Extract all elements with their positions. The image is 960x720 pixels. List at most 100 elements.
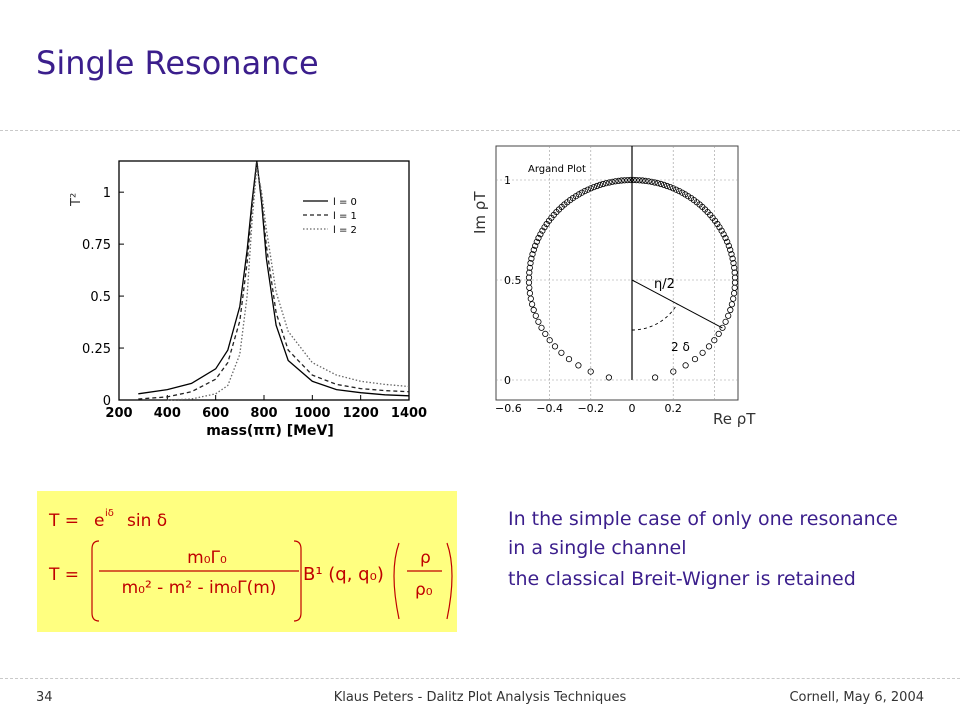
argand-point <box>676 187 683 195</box>
formula-rho0: ρ₀ <box>415 580 433 600</box>
argand-point <box>731 279 739 286</box>
argand-point <box>727 306 734 314</box>
argand-point <box>727 246 734 254</box>
argand-point <box>526 264 533 271</box>
chart2-xtick-label: −0.4 <box>536 402 563 415</box>
argand-point <box>715 330 722 337</box>
argand-point <box>725 312 732 319</box>
chart2-xtick-label: −0.2 <box>577 402 604 415</box>
argand-point <box>639 177 646 184</box>
chart2-frame <box>495 145 739 401</box>
chart1-xtick-label: 400 <box>154 406 181 421</box>
argand-angle-arc <box>631 303 678 331</box>
argand-point <box>729 255 736 262</box>
formula-denominator: m₀² - m² - im₀Γ(m) <box>122 578 277 598</box>
argand-point <box>526 290 534 297</box>
argand-point <box>572 193 580 200</box>
chart1-xtick-label: 200 <box>105 406 132 421</box>
argand-point <box>724 238 731 245</box>
argand-point <box>530 246 537 254</box>
left-paren-big <box>393 542 400 620</box>
argand-point <box>730 295 737 302</box>
argand-point <box>605 374 612 381</box>
chart2-ytick-label: 1 <box>504 174 511 187</box>
argand-point <box>627 176 634 184</box>
argand-point <box>609 178 616 185</box>
chart1-ytick-label: 1 <box>103 186 111 201</box>
argand-point <box>538 324 545 331</box>
formula-line1-exp: iδ <box>105 508 114 519</box>
chart1-series-line <box>167 167 410 401</box>
argand-point <box>528 301 536 308</box>
chart1-xtick-label: 1000 <box>294 406 330 421</box>
argand-point <box>527 295 534 302</box>
chart1-series-line <box>138 160 410 397</box>
argand-point <box>542 330 549 337</box>
chart2-ytick-label: 0.5 <box>504 274 522 287</box>
argand-point <box>612 178 619 185</box>
argand-point <box>730 260 737 267</box>
argand-point <box>587 368 594 375</box>
argand-title: Argand Plot <box>528 164 586 175</box>
argand-point <box>530 306 537 314</box>
chart1-xlabel: mass(ππ) [MeV] <box>206 423 334 439</box>
argand-point <box>699 349 706 356</box>
chart1-xtick-label: 1200 <box>343 406 379 421</box>
description-text-2: the classical Breit-Wigner is retained <box>508 568 856 590</box>
formula-line1-e: e <box>94 511 104 531</box>
argand-point <box>720 231 727 238</box>
argand-point <box>652 374 659 381</box>
argand-point <box>679 189 686 196</box>
argand-point <box>730 290 738 297</box>
argand-point <box>645 178 652 185</box>
footer-date: Cornell, May 6, 2004 <box>789 690 924 705</box>
argand-point <box>633 176 640 184</box>
argand-point <box>535 318 542 325</box>
argand-point <box>584 186 591 193</box>
argand-point <box>642 177 649 185</box>
formula-line1-lhs: T = <box>48 511 79 531</box>
chart1-ylabel: T² <box>69 193 84 207</box>
chart1-ytick-label: 0.25 <box>82 342 111 357</box>
argand-point <box>525 274 533 281</box>
argand-point <box>711 337 718 344</box>
chart1-frame <box>118 160 410 401</box>
argand-point <box>660 181 668 189</box>
footer-title: Klaus Peters - Dalitz Plot Analysis Tech… <box>333 690 627 705</box>
argand-point <box>722 234 729 242</box>
bottom-divider <box>0 678 960 679</box>
argand-point <box>728 301 735 308</box>
right-bracket <box>293 540 302 622</box>
slide-number: 34 <box>36 690 53 705</box>
argand-point <box>590 183 598 191</box>
argand-point <box>716 224 723 231</box>
t-squared-chart: 200 400 600 800 1000 1200 1400 0 0.25 0.5 0.75 1 l … <box>69 160 427 439</box>
argand-point <box>731 274 739 281</box>
argand-point <box>657 180 664 188</box>
formula-line1-sin: sin δ <box>127 511 167 531</box>
argand-point <box>667 183 674 191</box>
argand-point <box>529 251 536 258</box>
chart2-xtick-label: −0.6 <box>495 402 522 415</box>
chart1-xtick-label: 1400 <box>391 406 427 421</box>
annotation-two-delta: 2 δ <box>671 340 690 354</box>
argand-point <box>575 362 582 369</box>
argand-point <box>615 177 622 185</box>
chart1-xtick-label: 800 <box>250 406 277 421</box>
argand-point <box>543 220 550 228</box>
chart2-xlabel: Re ρT <box>713 410 756 428</box>
argand-point <box>551 343 559 350</box>
argand-point <box>719 324 726 331</box>
argand-plot: −0.6 −0.4 −0.2 0 0.200.51 Argand Plot Im ρT … <box>471 145 756 428</box>
legend-label: l = 1 <box>333 211 357 222</box>
argand-point <box>532 312 539 319</box>
argand-point <box>670 368 677 375</box>
argand-point <box>526 284 533 291</box>
argand-point <box>636 177 643 184</box>
argand-point <box>682 191 689 198</box>
argand-point <box>539 227 546 234</box>
argand-point <box>663 182 671 190</box>
legend-label: l = 0 <box>333 197 357 208</box>
argand-point <box>654 180 661 187</box>
argand-point <box>728 251 735 258</box>
